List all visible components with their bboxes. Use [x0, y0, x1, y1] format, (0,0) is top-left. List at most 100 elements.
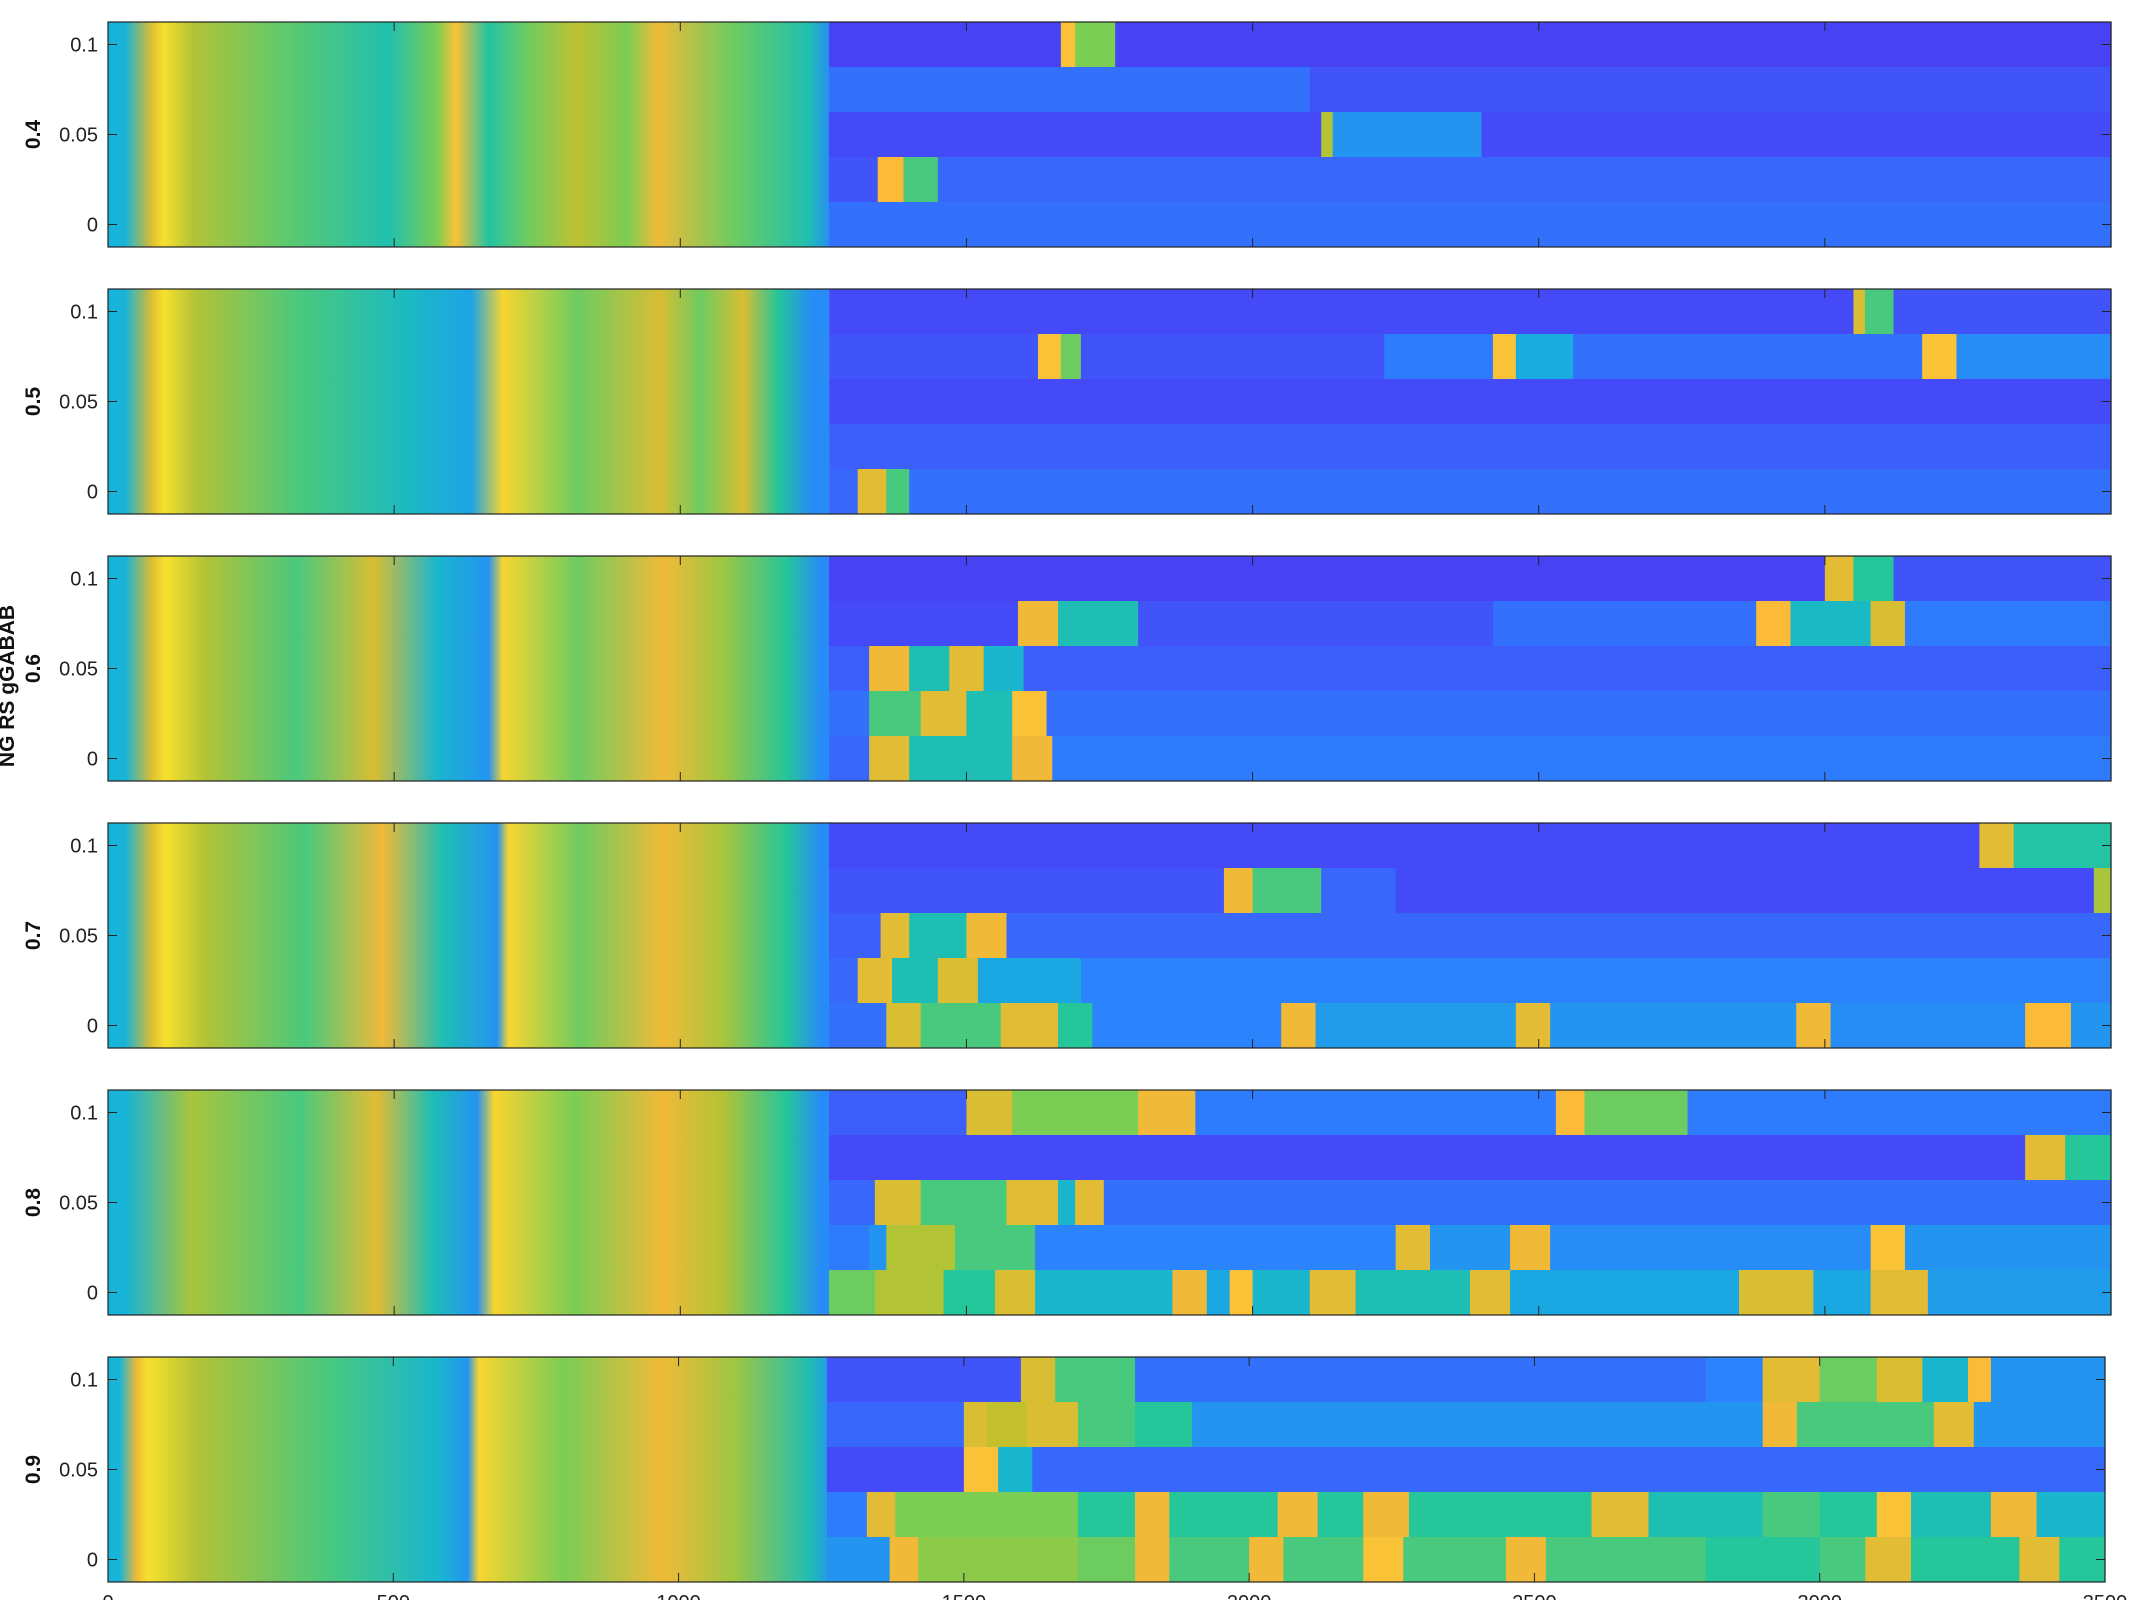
heatmap-cell	[1922, 334, 1957, 379]
heatmap-cell	[1506, 1537, 1547, 1582]
heatmap-cell	[1169, 1537, 1249, 1582]
heatmap-cell	[1012, 691, 1047, 736]
heatmap-cell	[1104, 1180, 2112, 1225]
heatmap-cell	[1192, 1402, 1478, 1447]
heatmap-cell	[875, 1270, 944, 1315]
heatmap-cell	[829, 1270, 875, 1315]
heatmap-cell	[949, 646, 984, 691]
heatmap-cell	[2025, 1135, 2066, 1180]
heatmap-cell	[829, 289, 1854, 334]
heatmap-cell	[1061, 22, 1076, 67]
heatmap-cell	[895, 1492, 1078, 1537]
heatmap-cell	[829, 1003, 887, 1048]
heatmap-cell	[1546, 1537, 1706, 1582]
heatmap-cell	[1791, 601, 1872, 646]
heatmap-cell	[1763, 1357, 1821, 1402]
heatmap-cell	[869, 736, 910, 781]
heatmap-cell	[938, 157, 2112, 202]
heatmap-cell	[1991, 1357, 2106, 1402]
heatmap-cell	[1278, 1492, 1319, 1537]
heatmap-cell	[944, 1270, 996, 1315]
x-tick-label: 3500	[2083, 1592, 2128, 1600]
heatmap-cell	[1831, 1003, 2026, 1048]
heatmap-cell	[2014, 823, 2112, 868]
heatmap-cell	[829, 379, 2112, 424]
heatmap-cell	[869, 646, 910, 691]
heatmap-cell	[1024, 646, 2112, 691]
y-tick-label: 0.1	[70, 569, 98, 591]
heatmap-cell	[921, 1003, 1002, 1048]
y-tick-label: 0.05	[59, 392, 98, 414]
heatmap-cell	[1928, 1270, 2112, 1315]
heatmap-cell	[966, 913, 1007, 958]
panel-label: 0.9	[22, 1455, 45, 1484]
panel-label: 0.8	[22, 1188, 45, 1218]
heatmap-cell	[1477, 1402, 1763, 1447]
heatmap-cell	[829, 22, 1061, 67]
heatmap-cell	[966, 691, 1012, 736]
heatmap-cell	[1481, 112, 2111, 157]
heatmap-cell	[1035, 1225, 1093, 1270]
heatmap-cell	[869, 691, 921, 736]
panel-0.4: 0 0.05 0.1 0.4	[22, 22, 2112, 247]
heatmap-cell	[1403, 1537, 1506, 1582]
heatmap-cell	[1092, 1225, 1396, 1270]
y-tick-label: 0.05	[59, 926, 98, 948]
heatmap-cell	[1911, 1492, 1991, 1537]
heatmap-cell	[1333, 112, 1482, 157]
x-tick-label: 2000	[1227, 1592, 1272, 1600]
heatmap-cell	[1688, 1090, 2112, 1135]
heatmap-cell	[1081, 334, 1385, 379]
heatmap-cell	[829, 67, 1310, 112]
heatmap-cell	[984, 646, 1025, 691]
heatmap-cell	[1796, 1003, 1831, 1048]
heatmap-cell	[827, 1537, 890, 1582]
heatmap-cell	[1283, 1537, 1363, 1582]
heatmap-cell	[1820, 1537, 1866, 1582]
heatmap-cell	[1058, 1003, 1093, 1048]
heatmap-cell	[1763, 1402, 1798, 1447]
heatmap-cell	[1092, 1003, 1281, 1048]
heatmap-cell	[1510, 1270, 1740, 1315]
x-tick-label: 500	[377, 1592, 410, 1600]
panel-label: 0.7	[22, 921, 45, 950]
heatmap-cell	[829, 1180, 875, 1225]
heatmap-cell	[829, 691, 870, 736]
heatmap-cell	[1825, 556, 1854, 601]
heatmap-cell	[1763, 1492, 1821, 1537]
heatmap-cell	[886, 1225, 955, 1270]
y-tick-label: 0	[87, 1016, 98, 1038]
heatmap-cell	[886, 469, 909, 514]
heatmap-cell	[1318, 1492, 1364, 1537]
heatmap-cell	[1991, 1492, 2037, 1537]
heatmap-cell	[1061, 334, 1082, 379]
heatmap-cell	[1813, 1270, 1871, 1315]
heatmap-cell	[1253, 1270, 1311, 1315]
heatmap-cell	[1356, 1270, 1471, 1315]
heatmap-cell	[1021, 1357, 1056, 1402]
heatmap-cell	[1001, 1003, 1059, 1048]
heatmap-cell	[921, 1180, 1007, 1225]
heatmap-cell	[1854, 1402, 1934, 1447]
x-tick-label: 1000	[656, 1592, 701, 1600]
heatmap-cell	[1470, 1270, 1511, 1315]
heatmap-cell	[1510, 1225, 1551, 1270]
heatmap-cell	[909, 913, 967, 958]
heatmap-cell	[998, 1447, 1033, 1492]
heatmap-cell	[1820, 1357, 1878, 1402]
heatmap-cell	[1135, 1402, 1193, 1447]
heatmap-cell	[827, 1402, 965, 1447]
heatmap-cell	[1281, 1003, 1316, 1048]
panel-label: 0.5	[22, 387, 45, 417]
heatmap-cell	[829, 424, 2112, 469]
heatmap-cell	[987, 1402, 1028, 1447]
heatmap-cell	[867, 1492, 896, 1537]
heatmap-cell	[909, 646, 950, 691]
heatmap-early-region	[108, 289, 829, 514]
heatmap-cell	[1055, 1357, 1135, 1402]
heatmap-cell	[1853, 289, 1865, 334]
heatmap-cell	[829, 334, 1038, 379]
heatmap-cell	[964, 1402, 987, 1447]
heatmap-early-region	[108, 1357, 844, 1582]
heatmap-cell	[1172, 1270, 1207, 1315]
